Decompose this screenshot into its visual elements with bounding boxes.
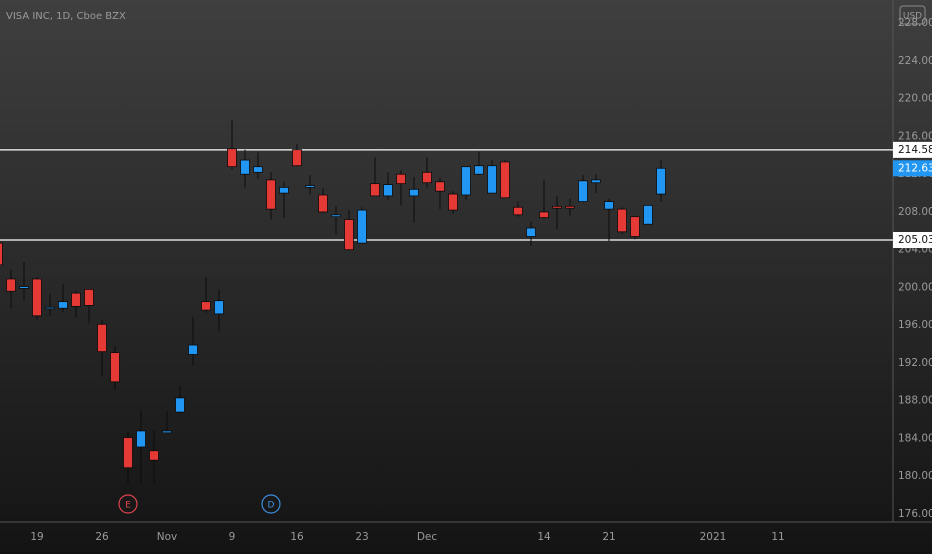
y-tick-label: 208.00 bbox=[898, 206, 932, 218]
price-label-box bbox=[893, 141, 932, 158]
x-tick-label: 14 bbox=[537, 531, 551, 543]
event-marker bbox=[118, 494, 138, 514]
candle-body bbox=[409, 188, 419, 197]
price-label: 214.58 bbox=[898, 144, 932, 156]
x-tick-label: 2021 bbox=[700, 531, 727, 543]
y-tick-label: 200.00 bbox=[898, 281, 932, 293]
candle-body bbox=[305, 185, 315, 188]
x-tick-label: 21 bbox=[602, 531, 615, 543]
candle-body bbox=[84, 288, 94, 306]
x-tick-label: 23 bbox=[355, 531, 368, 543]
candle-body bbox=[656, 167, 666, 195]
y-tick-label: 224.00 bbox=[898, 55, 932, 67]
x-tick-label: 11 bbox=[771, 531, 784, 543]
symbol-title: VISA INC, 1D, Cboe BZX bbox=[6, 11, 126, 22]
candle-body bbox=[58, 301, 68, 309]
candle-body bbox=[474, 165, 484, 175]
last-price-label: 212.63 bbox=[898, 162, 932, 174]
candle-body bbox=[292, 149, 302, 167]
candle-body bbox=[539, 211, 549, 219]
candle-body bbox=[591, 179, 601, 184]
candle-body bbox=[604, 201, 614, 210]
y-tick-label: 192.00 bbox=[898, 357, 932, 369]
candle-body bbox=[227, 148, 237, 168]
candle-body bbox=[110, 352, 120, 383]
candle-body bbox=[435, 181, 445, 192]
y-tick-label: 196.00 bbox=[898, 319, 932, 331]
candle-body bbox=[97, 323, 107, 353]
candle-body bbox=[578, 180, 588, 202]
candle-body bbox=[643, 204, 653, 225]
candle-body bbox=[253, 166, 263, 173]
candles bbox=[0, 120, 666, 484]
candle-body bbox=[19, 286, 29, 289]
candle-body bbox=[45, 306, 55, 310]
candle-body bbox=[71, 292, 81, 307]
y-tick-label: 228.00 bbox=[898, 17, 932, 29]
candle-body bbox=[6, 278, 16, 292]
candle-body bbox=[357, 209, 367, 244]
y-tick-label: 188.00 bbox=[898, 395, 932, 407]
event-label: D bbox=[268, 501, 275, 511]
candle-body bbox=[383, 184, 393, 197]
candle-body bbox=[513, 206, 523, 216]
x-tick-label: 9 bbox=[229, 531, 236, 543]
candle-body bbox=[266, 179, 276, 210]
candle-body bbox=[318, 194, 328, 213]
candle-body bbox=[617, 208, 627, 233]
candle-body bbox=[448, 193, 458, 211]
candle-body bbox=[552, 205, 562, 209]
candle-body bbox=[565, 205, 575, 209]
candle-body bbox=[422, 171, 432, 184]
event-label: E bbox=[125, 501, 131, 511]
candle-body bbox=[279, 187, 289, 194]
candle-body bbox=[136, 430, 146, 448]
x-tick-label: 16 bbox=[290, 531, 304, 543]
candle-body bbox=[188, 344, 198, 355]
x-tick-label: 19 bbox=[30, 531, 43, 543]
price-label-box bbox=[893, 232, 932, 249]
candle-body bbox=[201, 301, 211, 311]
y-tick-label: 220.00 bbox=[898, 93, 932, 105]
x-tick-label: Dec bbox=[417, 531, 438, 543]
candle-body bbox=[175, 397, 185, 413]
y-tick-label: 180.00 bbox=[898, 470, 932, 482]
x-tick-label: 26 bbox=[95, 531, 109, 543]
candle-body bbox=[526, 227, 536, 237]
y-tick-label: 184.00 bbox=[898, 432, 932, 444]
candle-body bbox=[630, 216, 640, 237]
price-label: 205.03 bbox=[898, 234, 932, 246]
candle-body bbox=[214, 300, 224, 315]
y-tick-label: 216.00 bbox=[898, 130, 932, 142]
candle-body bbox=[149, 450, 159, 461]
candle-body bbox=[32, 278, 42, 317]
candle-body bbox=[370, 183, 380, 197]
candle-body bbox=[0, 242, 3, 266]
candle-body bbox=[240, 159, 250, 175]
currency-box[interactable] bbox=[899, 5, 926, 25]
candle-body bbox=[331, 214, 341, 218]
candle-body bbox=[461, 166, 471, 196]
candle-body bbox=[123, 437, 133, 469]
candle-body bbox=[396, 173, 406, 185]
y-tick-label: 176.00 bbox=[898, 508, 932, 520]
currency-label[interactable]: USD bbox=[903, 12, 922, 22]
last-price-box bbox=[893, 160, 932, 177]
candle-body bbox=[487, 165, 497, 194]
candle-body bbox=[344, 219, 354, 251]
event-marker bbox=[261, 494, 281, 514]
x-tick-label: Nov bbox=[157, 531, 178, 543]
candle-body bbox=[500, 161, 510, 199]
candle-body bbox=[162, 430, 172, 434]
